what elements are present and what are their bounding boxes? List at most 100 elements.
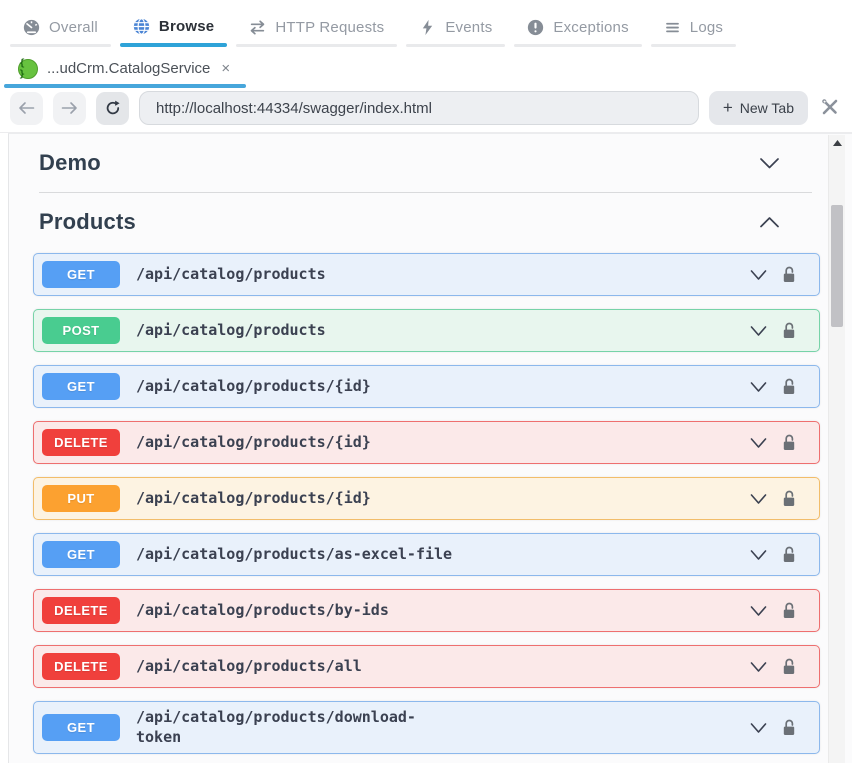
method-badge: GET <box>42 373 120 400</box>
chevron-down-icon[interactable] <box>750 722 767 734</box>
globe-icon <box>133 17 150 35</box>
chevron-down-icon[interactable] <box>750 605 767 617</box>
forward-button[interactable] <box>53 91 86 125</box>
browser-tab-catalogservice[interactable]: { } ...udCrm.CatalogService × <box>4 53 247 88</box>
chevron-down-icon[interactable] <box>750 437 767 449</box>
endpoint-path: /api/catalog/products/{id} <box>136 432 371 451</box>
url-input[interactable] <box>139 91 699 125</box>
unlock-icon[interactable] <box>781 322 797 339</box>
unlock-icon[interactable] <box>781 434 797 451</box>
tab-exceptions[interactable]: Exceptions <box>514 10 642 47</box>
dashboard-icon <box>23 19 40 35</box>
unlock-icon[interactable] <box>781 719 797 736</box>
endpoint-path: /api/catalog/products/{id} <box>136 488 371 507</box>
tab-browse[interactable]: Browse <box>119 9 228 47</box>
tab-underline <box>10 44 111 47</box>
tab-events[interactable]: Events <box>406 10 506 47</box>
endpoint-path: /api/catalog/products/by-ids <box>136 600 389 619</box>
swagger-panel: Demo Products GET /api/catalog/products … <box>8 133 852 763</box>
chevron-down-icon[interactable] <box>750 381 767 393</box>
browser-toolbar: + New Tab <box>0 88 852 133</box>
endpoint-row[interactable]: DELETE /api/catalog/products/all <box>33 645 820 688</box>
tab-underline <box>236 44 398 47</box>
chevron-down-icon[interactable] <box>750 325 767 337</box>
lightning-icon <box>423 19 433 35</box>
browser-tab-strip: { } ...udCrm.CatalogService × <box>0 47 852 88</box>
scrollbar[interactable] <box>828 135 845 763</box>
endpoint-path: /api/catalog/products/as-excel-file <box>136 544 453 563</box>
endpoint-path: /api/catalog/products <box>136 320 326 339</box>
chevron-down-icon[interactable] <box>750 549 767 561</box>
unlock-icon[interactable] <box>781 266 797 283</box>
method-badge: GET <box>42 541 120 568</box>
endpoint-row[interactable]: GET /api/catalog/products/download-token <box>33 701 820 754</box>
endpoint-row[interactable]: PUT /api/catalog/products/{id} <box>33 477 820 520</box>
scroll-up-arrow-icon <box>832 140 842 146</box>
chevron-down-icon[interactable] <box>750 493 767 505</box>
back-button[interactable] <box>10 91 43 125</box>
tab-logs[interactable]: Logs <box>650 10 737 47</box>
endpoint-row[interactable]: GET /api/catalog/products/{id} <box>33 365 820 408</box>
new-tab-label: New Tab <box>739 100 794 116</box>
endpoint-row[interactable]: GET /api/catalog/products/as-excel-file <box>33 533 820 576</box>
new-tab-button[interactable]: + New Tab <box>708 91 808 125</box>
unlock-icon[interactable] <box>781 546 797 563</box>
tools-icon <box>822 98 838 114</box>
scroll-up-button[interactable] <box>829 135 845 151</box>
section-products-title: Products <box>39 209 136 234</box>
section-demo[interactable]: Demo <box>9 134 852 192</box>
tab-events-label: Events <box>445 18 493 36</box>
endpoint-row[interactable]: GET /api/catalog/products <box>33 253 820 296</box>
unlock-icon[interactable] <box>781 490 797 507</box>
endpoint-row[interactable]: DELETE /api/catalog/products/{id} <box>33 421 820 464</box>
exclamation-icon <box>528 19 544 35</box>
method-badge: PUT <box>42 485 120 512</box>
tab-http-requests-label: HTTP Requests <box>275 18 385 36</box>
swagger-logo-icon: { } <box>18 58 38 80</box>
chevron-up-icon[interactable] <box>759 215 780 229</box>
endpoint-path: /api/catalog/products/all <box>136 656 362 675</box>
tab-exceptions-label: Exceptions <box>553 18 629 36</box>
close-icon[interactable]: × <box>221 60 231 77</box>
browser-tab-title: ...udCrm.CatalogService <box>47 60 211 77</box>
swap-arrows-icon <box>251 19 265 35</box>
forward-arrow-icon <box>61 102 77 114</box>
endpoint-row[interactable]: DELETE /api/catalog/products/by-ids <box>33 589 820 632</box>
tab-underline <box>650 44 737 47</box>
tab-underline-active <box>119 43 228 47</box>
method-badge: GET <box>42 714 120 741</box>
refresh-button[interactable] <box>96 91 129 125</box>
refresh-icon <box>106 100 120 115</box>
method-badge: DELETE <box>42 653 120 680</box>
chevron-down-icon[interactable] <box>750 661 767 673</box>
tab-underline <box>514 44 642 47</box>
method-badge: POST <box>42 317 120 344</box>
app-tab-strip: Overall Browse HTTP Requests <box>0 0 852 47</box>
scrollbar-thumb[interactable] <box>831 205 843 327</box>
tab-overall-label: Overall <box>49 18 98 36</box>
section-divider <box>39 192 812 193</box>
tab-http-requests[interactable]: HTTP Requests <box>236 10 398 47</box>
endpoint-row[interactable]: POST /api/catalog/products <box>33 309 820 352</box>
endpoint-list: GET /api/catalog/products POST /api/cata… <box>9 251 852 754</box>
tools-button[interactable] <box>818 95 842 122</box>
browser-tab-underline <box>4 84 247 88</box>
unlock-icon[interactable] <box>781 378 797 395</box>
list-icon <box>665 22 679 32</box>
tab-browse-label: Browse <box>158 17 215 35</box>
chevron-down-icon[interactable] <box>759 156 780 170</box>
chevron-down-icon[interactable] <box>750 269 767 281</box>
tab-overall[interactable]: Overall <box>10 10 111 47</box>
tab-underline <box>406 44 506 47</box>
unlock-icon[interactable] <box>781 602 797 619</box>
unlock-icon[interactable] <box>781 658 797 675</box>
tab-logs-label: Logs <box>689 18 724 36</box>
method-badge: DELETE <box>42 597 120 624</box>
method-badge: DELETE <box>42 429 120 456</box>
endpoint-path: /api/catalog/products/download-token <box>136 708 416 746</box>
section-demo-title: Demo <box>39 150 101 175</box>
section-products[interactable]: Products <box>9 193 852 251</box>
back-arrow-icon <box>19 102 35 114</box>
plus-icon: + <box>722 98 733 117</box>
endpoint-path: /api/catalog/products/{id} <box>136 376 371 395</box>
